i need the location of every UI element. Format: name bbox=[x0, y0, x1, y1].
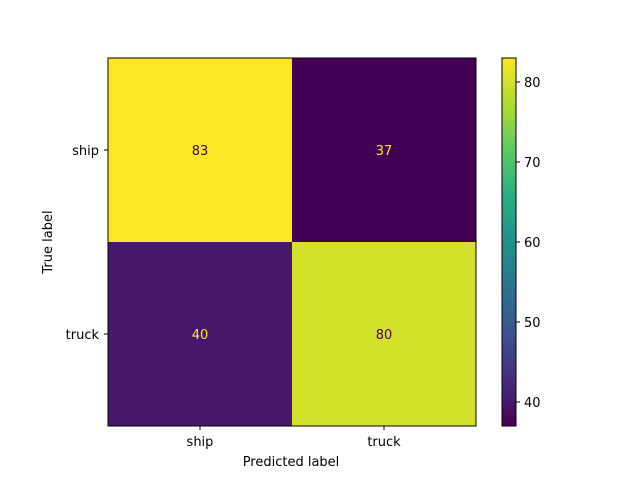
x-axis-title: Predicted label bbox=[243, 455, 340, 470]
axes-layer: ship truck ship truck bbox=[66, 57, 477, 450]
y-axis-title: True label bbox=[41, 210, 56, 274]
colorbar-tick-label-70: 70 bbox=[524, 156, 541, 171]
colorbar-tick-label-40: 40 bbox=[524, 396, 541, 411]
cell-truck-ship bbox=[108, 242, 292, 426]
y-tick-label-truck: truck bbox=[66, 328, 100, 343]
cell-value-truck-ship: 40 bbox=[192, 328, 209, 343]
y-tick-label-ship: ship bbox=[72, 144, 99, 159]
cell-truck-truck bbox=[292, 242, 476, 426]
cell-text-layer: 83 37 40 80 bbox=[192, 144, 393, 343]
plot-frame bbox=[107, 57, 477, 427]
cell-ship-truck bbox=[292, 58, 476, 242]
colorbar-layer: 40 50 60 70 80 bbox=[501, 57, 541, 427]
colorbar-tick-label-80: 80 bbox=[524, 76, 541, 91]
x-tick-label-truck: truck bbox=[367, 435, 401, 450]
cell-value-truck-truck: 80 bbox=[376, 328, 393, 343]
colorbar-tick-label-50: 50 bbox=[524, 316, 541, 331]
cells-layer bbox=[108, 58, 476, 426]
colorbar-tick-label-60: 60 bbox=[524, 236, 541, 251]
cell-value-ship-truck: 37 bbox=[376, 144, 393, 159]
colorbar bbox=[501, 57, 517, 427]
x-tick-label-ship: ship bbox=[187, 435, 214, 450]
cell-ship-ship bbox=[108, 58, 292, 242]
cell-value-ship-ship: 83 bbox=[192, 144, 209, 159]
